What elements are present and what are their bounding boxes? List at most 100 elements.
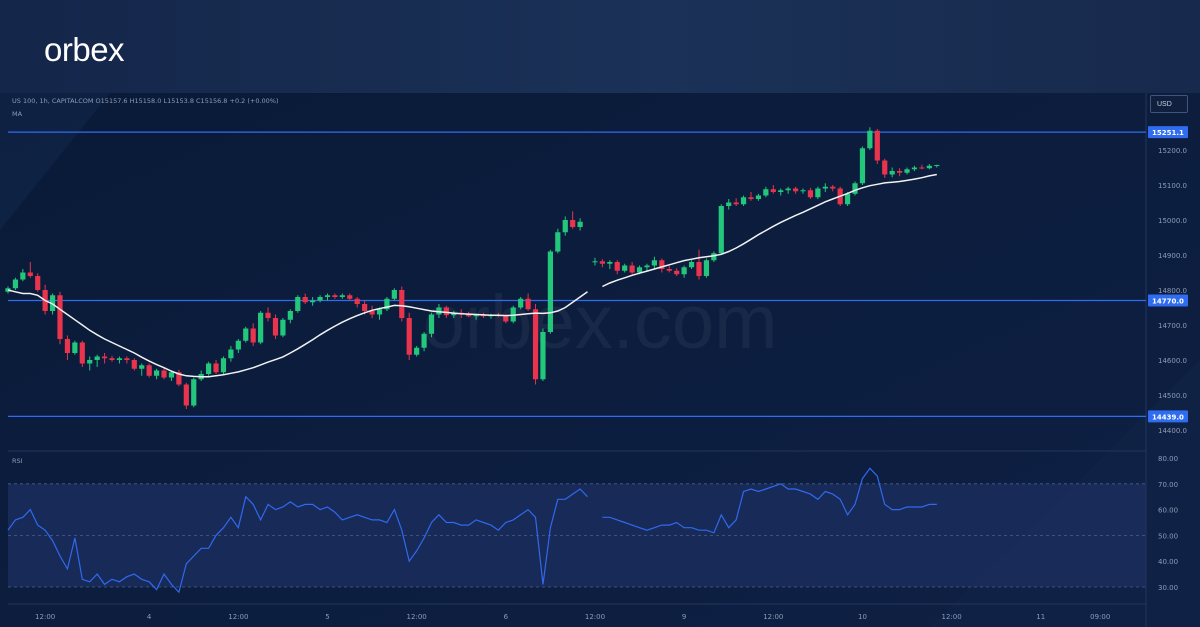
decorative-band (0, 93, 110, 230)
candle-body (859, 148, 866, 184)
candle-body (317, 297, 323, 301)
level-label: 14439.0 (1152, 413, 1184, 421)
candle-body (354, 298, 360, 304)
candle-body (399, 290, 405, 318)
candle-body (733, 202, 739, 205)
candle-body (800, 190, 806, 192)
candle-body (852, 183, 858, 194)
candle-body (577, 221, 583, 227)
time-tick-label: 10 (858, 613, 867, 621)
candle-body (755, 195, 762, 199)
candle-body (12, 279, 19, 289)
candle-body (20, 272, 26, 280)
level-label-bg (1148, 294, 1188, 307)
candle-body (235, 340, 241, 350)
candle-body (154, 370, 160, 376)
candle-body (867, 130, 873, 149)
candle-body (748, 197, 754, 199)
candle-body (740, 197, 747, 205)
candle-body (711, 253, 717, 261)
candle-body (659, 260, 665, 269)
candle-body (473, 315, 479, 317)
candle-body (35, 276, 41, 290)
candle-body (911, 167, 918, 170)
candle-body (324, 295, 331, 297)
candle-body (451, 312, 457, 316)
candle-body (532, 309, 539, 380)
candle-body (651, 260, 658, 266)
time-tick-label: 12:00 (942, 613, 962, 621)
time-tick-label: 12:00 (763, 613, 783, 621)
price-tick-label: 14900.0 (1158, 252, 1187, 260)
rsi-line (602, 467, 937, 534)
candle-body (183, 384, 189, 406)
rsi-tick-label: 40.00 (1158, 558, 1178, 566)
candle-body (562, 220, 568, 233)
currency-selector[interactable]: USD (1150, 95, 1188, 113)
candle-body (466, 314, 472, 317)
candle-body (792, 188, 799, 192)
candle-body (228, 349, 234, 359)
candle-body (72, 342, 78, 353)
level-label-bg (1148, 410, 1188, 423)
price-tick-label: 14400.0 (1158, 427, 1187, 435)
candle-body (310, 300, 316, 303)
watermark-text: orbex.com (423, 280, 778, 365)
candle-body (518, 298, 524, 308)
price-tick-label: 15000.0 (1158, 217, 1187, 225)
rsi-tick-label: 30.00 (1158, 584, 1178, 592)
ma-line (7, 289, 588, 378)
candle-body (622, 265, 628, 271)
candle-body (525, 298, 531, 310)
candle-body (414, 347, 420, 355)
candle-body (131, 360, 137, 369)
candle-body (421, 333, 427, 348)
candle-body (428, 314, 435, 334)
candle-body (347, 295, 353, 299)
level-label: 14770.0 (1152, 298, 1184, 306)
candle-body (644, 265, 650, 268)
candle-body (362, 304, 368, 311)
candle-body (161, 370, 167, 378)
legend-symbol: US 100, 1h, CAPITALCOM O15157.6 H15158.0… (12, 97, 279, 105)
candlestick-chart[interactable]: orbex.com 15251.1 14770.0 14439.0 15200.0 1… (0, 93, 1200, 627)
candle-body (815, 188, 821, 198)
level-label: 15251.1 (1152, 129, 1184, 137)
price-tick-label: 15100.0 (1158, 182, 1187, 190)
time-tick-label: 12:00 (407, 613, 427, 621)
candle-body (191, 379, 197, 406)
time-tick-label: 6 (504, 613, 509, 621)
candle-body (607, 262, 613, 264)
candle-body (666, 269, 672, 271)
candle-body (763, 189, 769, 196)
candle-body (844, 193, 851, 205)
time-tick-label: 12:00 (35, 613, 55, 621)
candle-body (889, 171, 895, 175)
candle-body (258, 312, 264, 343)
candle-body (443, 307, 449, 316)
watermark-group: orbex.com (423, 280, 778, 365)
rsi-tick-label: 70.00 (1158, 481, 1178, 489)
candle-body (287, 311, 293, 320)
candle-body (830, 186, 836, 189)
candle-body (295, 297, 301, 311)
candle-body (369, 311, 375, 315)
rsi-line (7, 488, 588, 594)
candle-body (540, 332, 546, 380)
level-label-bg (1148, 126, 1188, 139)
candle-body (64, 339, 71, 353)
candle-body (116, 358, 123, 360)
candle-body (592, 261, 598, 263)
chart-area: orbex.com 15251.1 14770.0 14439.0 15200.0 1… (0, 93, 1200, 627)
candle-body (926, 165, 932, 169)
price-tick-label: 14500.0 (1158, 392, 1187, 400)
candle-body (629, 265, 635, 273)
candle-body (570, 220, 576, 227)
candle-body (146, 365, 152, 376)
candle-body (339, 295, 345, 297)
rsi-tick-label: 50.00 (1158, 532, 1178, 540)
candle-body (27, 272, 33, 276)
candle-body (87, 360, 93, 364)
candle-body (726, 202, 732, 206)
candle-body (503, 315, 509, 322)
